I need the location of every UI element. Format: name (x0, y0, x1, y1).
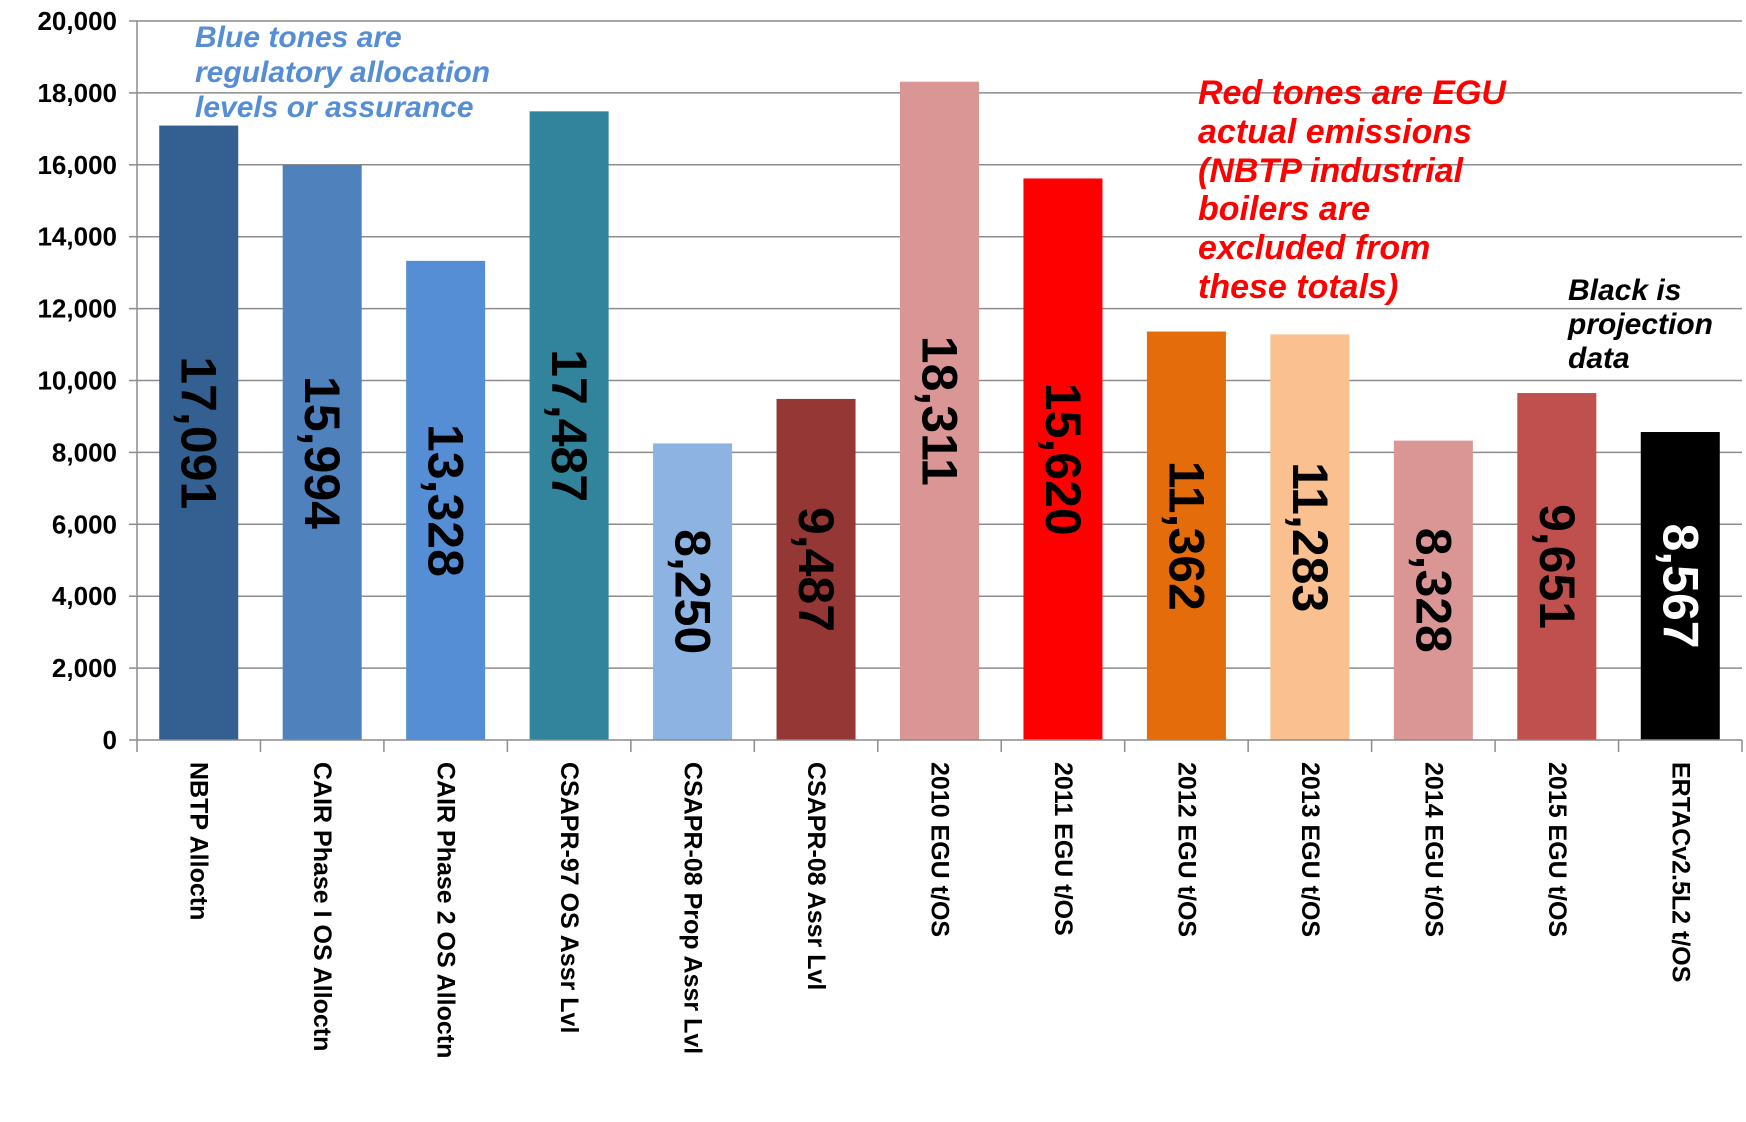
x-category-label: 2014 EGU t/OS (1419, 762, 1447, 937)
y-tick-label: 16,000 (37, 150, 117, 180)
bar-data-label: 9,651 (1529, 504, 1585, 629)
y-tick-label: 18,000 (37, 78, 117, 108)
bar-data-label: 8,567 (1652, 523, 1708, 648)
bar (1146, 331, 1226, 740)
x-category-label: 2010 EGU t/OS (926, 762, 954, 937)
x-category-label: 2012 EGU t/OS (1172, 762, 1200, 937)
y-tick-label: 6,000 (52, 509, 117, 539)
y-tick-label: 20,000 (37, 6, 117, 36)
bar-data-label: 17,487 (541, 349, 597, 502)
annotation-red-line: (NBTP industrial (1198, 151, 1464, 190)
y-tick-label: 12,000 (37, 294, 117, 324)
bar (1393, 440, 1473, 740)
annotation-red-line: Red tones are EGU (1198, 74, 1506, 112)
bar (1517, 393, 1597, 740)
bar (1023, 178, 1103, 740)
bar (159, 125, 239, 740)
bar (529, 111, 609, 740)
annotation-red-tones: Red tones are EGU actual emissions (NBTP… (1198, 74, 1506, 307)
x-category-label: ERTACv2.5L2 t/OS (1666, 762, 1694, 982)
bar-data-label: 17,091 (171, 356, 227, 509)
y-tick-label: 8,000 (52, 437, 117, 467)
x-category-label: CSAPR-97 OS Assr Lvl (555, 762, 583, 1033)
x-category-label: 2015 EGU t/OS (1543, 762, 1571, 937)
bar-data-label: 8,250 (665, 529, 721, 654)
y-tick-label: 14,000 (37, 222, 117, 252)
annotation-red-line: these totals) (1198, 267, 1399, 306)
bar (406, 260, 486, 740)
bar (653, 443, 733, 740)
bar-data-label: 13,328 (418, 424, 474, 577)
y-tick-label: 10,000 (37, 366, 117, 396)
bar (1270, 334, 1350, 740)
annotation-black-line: data (1568, 342, 1630, 376)
x-category-label: NBTP Alloctn (185, 762, 213, 920)
annotation-blue-line: levels or assurance (195, 91, 474, 125)
y-tick-label: 4,000 (52, 581, 117, 611)
bar (776, 398, 856, 740)
bar (899, 81, 980, 741)
y-tick-label: 2,000 (52, 653, 117, 683)
annotation-red-line: actual emissions (1198, 112, 1473, 151)
x-category-label: 2013 EGU t/OS (1296, 762, 1324, 937)
bar-data-label: 11,362 (1158, 461, 1214, 611)
bar-data-label: 15,994 (294, 376, 350, 529)
annotation-red-line: excluded from (1198, 229, 1431, 267)
bar-data-label: 8,328 (1405, 528, 1461, 653)
bar-data-label: 15,620 (1035, 383, 1091, 536)
annotation-black-projection: Black is projection data (1568, 274, 1713, 377)
x-category-label: CSAPR-08 Prop Assr Lvl (679, 762, 707, 1054)
annotation-blue-line: regulatory allocation (195, 56, 491, 90)
y-tick-label: 0 (103, 725, 117, 755)
x-axis-ticks: NBTP Alloctn CAIR Phase I OS Alloctn CAIR … (136, 740, 1743, 1058)
annotation-black-line: projection (1568, 308, 1714, 342)
bar-data-label: 18,311 (912, 336, 968, 486)
annotation-black-line: Black is (1568, 274, 1682, 307)
annotation-red-line: boilers are (1198, 190, 1370, 229)
y-axis-ticks: 0 2,000 4,000 6,000 8,000 10,000 12,000 14,000 1… (37, 6, 137, 755)
annotation-blue-tones: Blue tones are regulatory allocation lev… (195, 20, 490, 125)
x-category-label: 2011 EGU t/OS (1049, 762, 1077, 936)
x-category-label: CAIR Phase I OS Alloctn (308, 762, 336, 1051)
bar (1640, 432, 1720, 740)
x-category-label: CSAPR-08 Assr Lvl (802, 762, 830, 990)
x-category-label: CAIR Phase 2 OS Alloctn (432, 762, 460, 1058)
bar (282, 165, 362, 741)
annotation-blue-line: Blue tones are (195, 21, 402, 54)
bars: 17,091 15,994 13,328 17,487 8,250 9,487 18,311… (159, 81, 1720, 741)
bar-data-label: 11,283 (1282, 462, 1338, 612)
bar-data-label: 9,487 (788, 507, 844, 632)
